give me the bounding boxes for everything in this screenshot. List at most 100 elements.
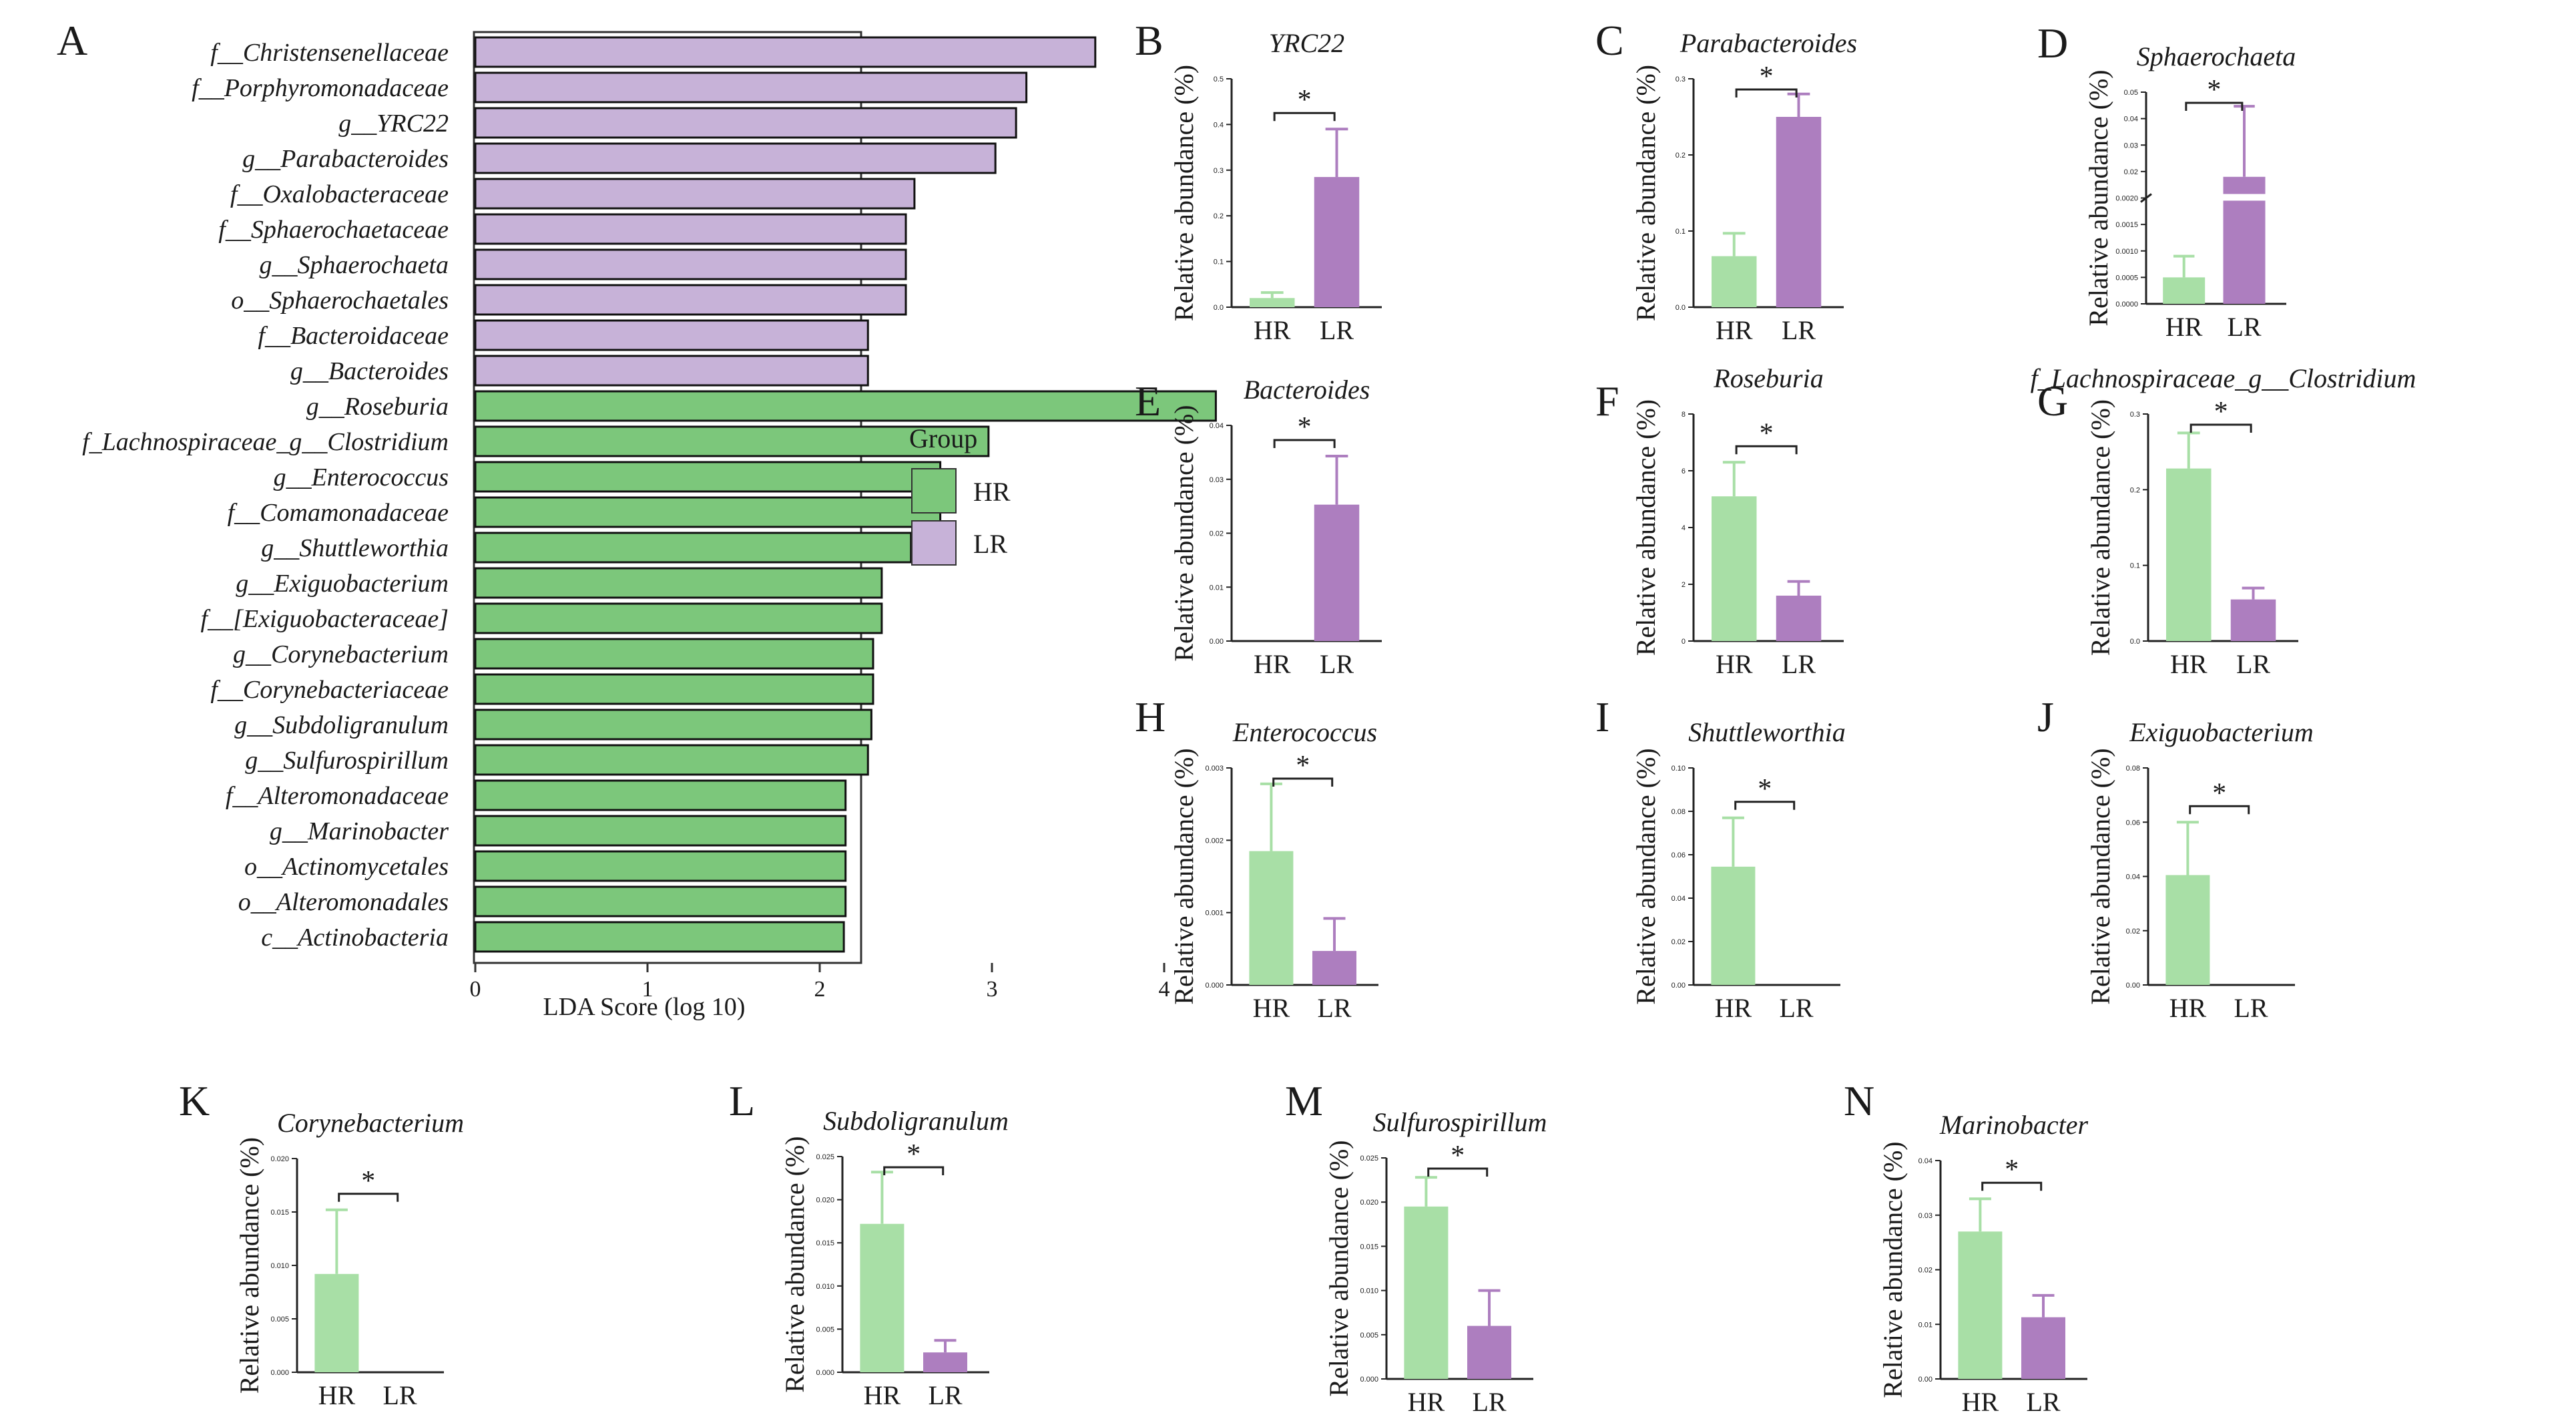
y-tick-label: 0.025 bbox=[816, 1153, 834, 1161]
taxon-label: o__Actinomycetales bbox=[244, 853, 449, 881]
significance-star: * bbox=[2005, 1155, 2019, 1185]
lda-x-tick-label: 2 bbox=[814, 977, 826, 1002]
y-tick-label: 4 bbox=[1682, 524, 1686, 532]
lda-bar bbox=[474, 744, 869, 776]
panel-d: D Sphaerochaeta Relative abundance (%) 0.00… bbox=[2037, 19, 2296, 342]
y-axis-label: Relative abundance (%) bbox=[1878, 1141, 1908, 1398]
x-category-label: LR bbox=[1320, 649, 1354, 679]
taxon-label: f__Alteromonadaceae bbox=[226, 782, 449, 810]
y-tick-label: 0.3 bbox=[1214, 167, 1224, 175]
panel-title: YRC22 bbox=[1269, 28, 1344, 58]
x-category-label: LR bbox=[2227, 312, 2261, 342]
y-tick-label: 0.0 bbox=[1214, 304, 1224, 312]
bar-hr bbox=[2163, 277, 2206, 304]
taxon-label: f__Comamonadaceae bbox=[228, 499, 449, 527]
lda-bar bbox=[474, 425, 990, 457]
x-category-label: HR bbox=[1715, 993, 1752, 1023]
taxon-label: f__Porphyromonadaceae bbox=[192, 74, 449, 102]
y-tick-label: 0.04 bbox=[1671, 895, 1686, 903]
y-tick-label: 0.020 bbox=[816, 1197, 834, 1205]
panel-title: Parabacteroides bbox=[1680, 28, 1857, 58]
significance-bracket bbox=[1735, 445, 1798, 455]
panel-letter: I bbox=[1595, 693, 1609, 741]
y-tick-label: 0.005 bbox=[816, 1326, 834, 1334]
y-axis-label: Relative abundance (%) bbox=[1169, 748, 1199, 1004]
y-tick-label: 0.001 bbox=[1205, 909, 1224, 918]
y-tick-label: 0.010 bbox=[270, 1262, 289, 1270]
y-tick-label: 0.01 bbox=[1210, 584, 1224, 592]
panel-letter: J bbox=[2037, 693, 2054, 741]
taxon-label: g__Sulfurospirillum bbox=[245, 747, 449, 775]
taxon-label: g__Parabacteroides bbox=[242, 145, 449, 173]
taxon-label: g__Bacteroides bbox=[290, 357, 449, 385]
significance-star: * bbox=[2212, 778, 2226, 809]
significance-star: * bbox=[1760, 418, 1774, 449]
y-tick-label: 0.005 bbox=[270, 1315, 289, 1324]
y-tick-label: 0.01 bbox=[1918, 1321, 1933, 1329]
taxon-label: g__Enterococcus bbox=[274, 463, 449, 491]
x-category-label: LR bbox=[2236, 649, 2270, 679]
bar-lr bbox=[2021, 1317, 2065, 1379]
taxon-label: g__YRC22 bbox=[338, 110, 449, 138]
significance-bracket bbox=[883, 1166, 945, 1175]
lda-x-tick-label: 3 bbox=[987, 977, 998, 1002]
taxon-label: f__Christensenellaceae bbox=[210, 39, 449, 67]
significance-star: * bbox=[907, 1139, 921, 1170]
y-tick-label: 0.00 bbox=[2126, 982, 2140, 990]
panel-letter: G bbox=[2037, 377, 2068, 425]
panel-letter: D bbox=[2037, 19, 2068, 67]
significance-star: * bbox=[1298, 412, 1312, 443]
panel-title: Bacteroides bbox=[1244, 375, 1370, 405]
y-tick-label: 0.1 bbox=[1676, 228, 1686, 236]
panel-l: L Subdoligranulum Relative abundance (%) 0.… bbox=[729, 1077, 1009, 1410]
lda-bar bbox=[474, 815, 847, 847]
bar-hr bbox=[1712, 496, 1757, 641]
panel-title: Shuttleworthia bbox=[1688, 717, 1846, 747]
lda-x-axis-label: LDA Score (log 10) bbox=[543, 993, 746, 1021]
taxon-label: g__Sphaerochaeta bbox=[259, 251, 449, 279]
significance-star: * bbox=[1758, 774, 1772, 805]
x-category-label: LR bbox=[2026, 1387, 2060, 1417]
y-tick-label: 0.02 bbox=[1210, 530, 1224, 538]
panel-letter: N bbox=[1844, 1077, 1874, 1125]
y-tick-label: 0.015 bbox=[816, 1239, 834, 1247]
y-tick-label: 0.04 bbox=[2124, 116, 2138, 124]
significance-star: * bbox=[361, 1166, 375, 1197]
x-category-label: LR bbox=[1782, 315, 1816, 345]
y-tick-label: 0.005 bbox=[1360, 1332, 1378, 1340]
y-axis-label: Relative abundance (%) bbox=[2085, 748, 2115, 1004]
x-category-label: HR bbox=[1716, 649, 1753, 679]
panel-title: Roseburia bbox=[1713, 363, 1823, 393]
y-tick-label: 0.000 bbox=[816, 1369, 834, 1377]
y-tick-label: 0.03 bbox=[1918, 1212, 1933, 1220]
bar-hr bbox=[2166, 468, 2212, 641]
panel-letter-a: A bbox=[57, 17, 87, 64]
significance-star: * bbox=[2207, 75, 2221, 106]
panel-g: Gf_Lachnospiraceae_g__Clostridium Relativ… bbox=[2031, 363, 2416, 679]
lda-bar bbox=[474, 142, 997, 174]
lda-x-tick-label: 0 bbox=[470, 977, 481, 1002]
lda-bar bbox=[474, 107, 1017, 139]
y-tick-label: 0.0 bbox=[2130, 638, 2140, 646]
panel-title: Subdoligranulum bbox=[823, 1106, 1009, 1136]
legend-swatch bbox=[911, 468, 957, 514]
y-tick-label: 0.0010 bbox=[2115, 248, 2138, 256]
significance-bracket bbox=[1272, 777, 1334, 787]
panel-e: E Bacteroides Relative abundance (%) 0.00 0.… bbox=[1135, 375, 1382, 679]
panel-i: I Shuttleworthia Relative abundance (%) 0.0… bbox=[1595, 693, 1846, 1023]
significance-bracket bbox=[1273, 112, 1336, 122]
x-category-label: LR bbox=[1317, 993, 1351, 1023]
bar-hr bbox=[2165, 875, 2210, 985]
panel-h: H Enterococcus Relative abundance (%) 0.000… bbox=[1135, 693, 1378, 1023]
taxon-label: f__[Exiguobacteraceae] bbox=[201, 605, 449, 633]
significance-bracket bbox=[1427, 1167, 1489, 1177]
panel-title: Marinobacter bbox=[1939, 1110, 2089, 1140]
x-category-label: LR bbox=[928, 1380, 962, 1410]
lda-bar bbox=[474, 496, 942, 528]
y-tick-label: 0.02 bbox=[1918, 1267, 1933, 1275]
bar-hr bbox=[1958, 1231, 2003, 1379]
bar-lr bbox=[923, 1352, 967, 1372]
taxon-label: o__Alteromonadales bbox=[238, 888, 449, 916]
bar-hr bbox=[1250, 298, 1295, 307]
